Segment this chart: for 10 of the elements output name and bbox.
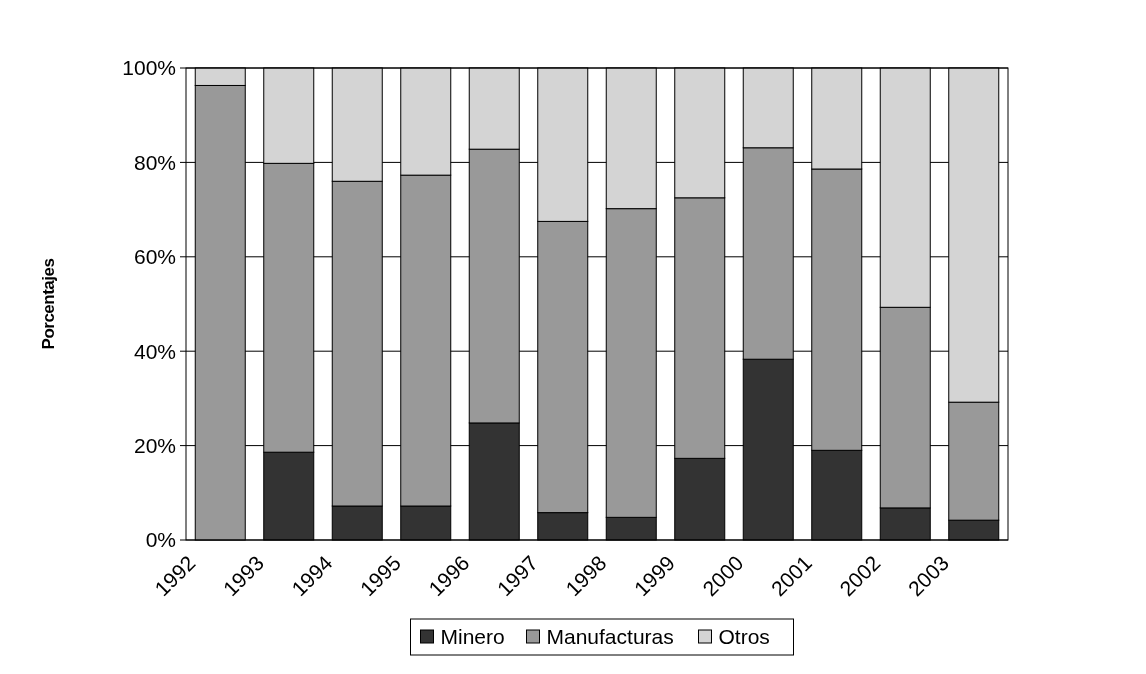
y-tick-label: 80% xyxy=(133,150,176,174)
y-tick-label: 20% xyxy=(133,433,176,457)
y-tick-label: 100% xyxy=(122,56,176,80)
y-tick-label: 60% xyxy=(133,245,176,269)
y-tick-label: 40% xyxy=(133,339,176,363)
y-tick-label: 0% xyxy=(145,528,176,552)
legend-label: Minero xyxy=(440,625,505,649)
legend-label: Manufacturas xyxy=(546,625,674,649)
y-axis-title: Porcentajes xyxy=(39,258,58,350)
legend-label: Otros xyxy=(718,625,770,649)
